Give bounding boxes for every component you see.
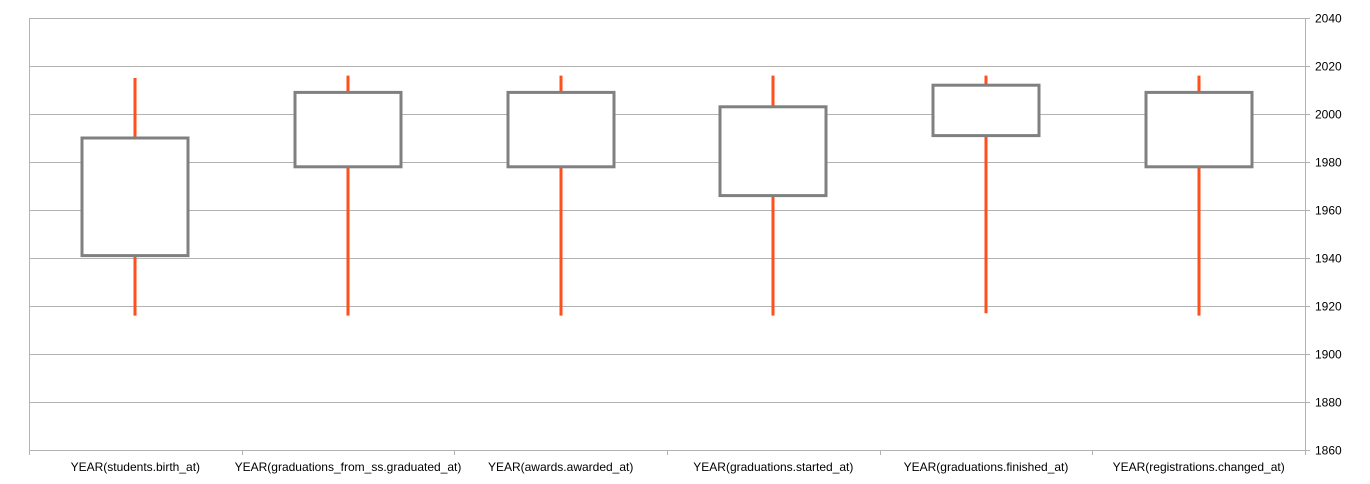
y-tick-label: 2000: [1315, 108, 1342, 122]
box-2: [506, 90, 616, 169]
y-tick-label: 1860: [1315, 444, 1342, 458]
y-tick-label: 2040: [1315, 12, 1342, 26]
box-3: [718, 105, 828, 198]
x-category-label: YEAR(graduations.started_at): [693, 460, 853, 474]
x-axis-category-labels: YEAR(students.birth_at) YEAR(graduations_…: [71, 460, 1285, 474]
box-5: [1144, 90, 1254, 169]
x-category-label: YEAR(graduations_from_ss.graduated_at): [235, 460, 462, 474]
grid-lines: [29, 18, 1305, 403]
y-tick-label: 1880: [1315, 396, 1342, 410]
y-tick-label: 1940: [1315, 252, 1342, 266]
x-category-label: YEAR(awards.awarded_at): [488, 460, 633, 474]
axes: [29, 18, 1310, 455]
y-axis-tick-labels: 1860 1880 1900 1920 1940 1960 1980 2000 2020 2040: [1315, 12, 1342, 458]
box-4: [931, 83, 1041, 138]
y-tick-label: 1980: [1315, 156, 1342, 170]
y-tick-label: 1900: [1315, 348, 1342, 362]
x-category-label: YEAR(students.birth_at): [71, 460, 200, 474]
y-tick-label: 2020: [1315, 60, 1342, 74]
y-tick-label: 1960: [1315, 204, 1342, 218]
x-category-label: YEAR(registrations.changed_at): [1113, 460, 1285, 474]
boxes: [80, 83, 1254, 258]
box-1: [293, 90, 403, 169]
x-category-label: YEAR(graduations.finished_at): [904, 460, 1069, 474]
y-tick-label: 1920: [1315, 300, 1342, 314]
box-0: [80, 136, 190, 258]
